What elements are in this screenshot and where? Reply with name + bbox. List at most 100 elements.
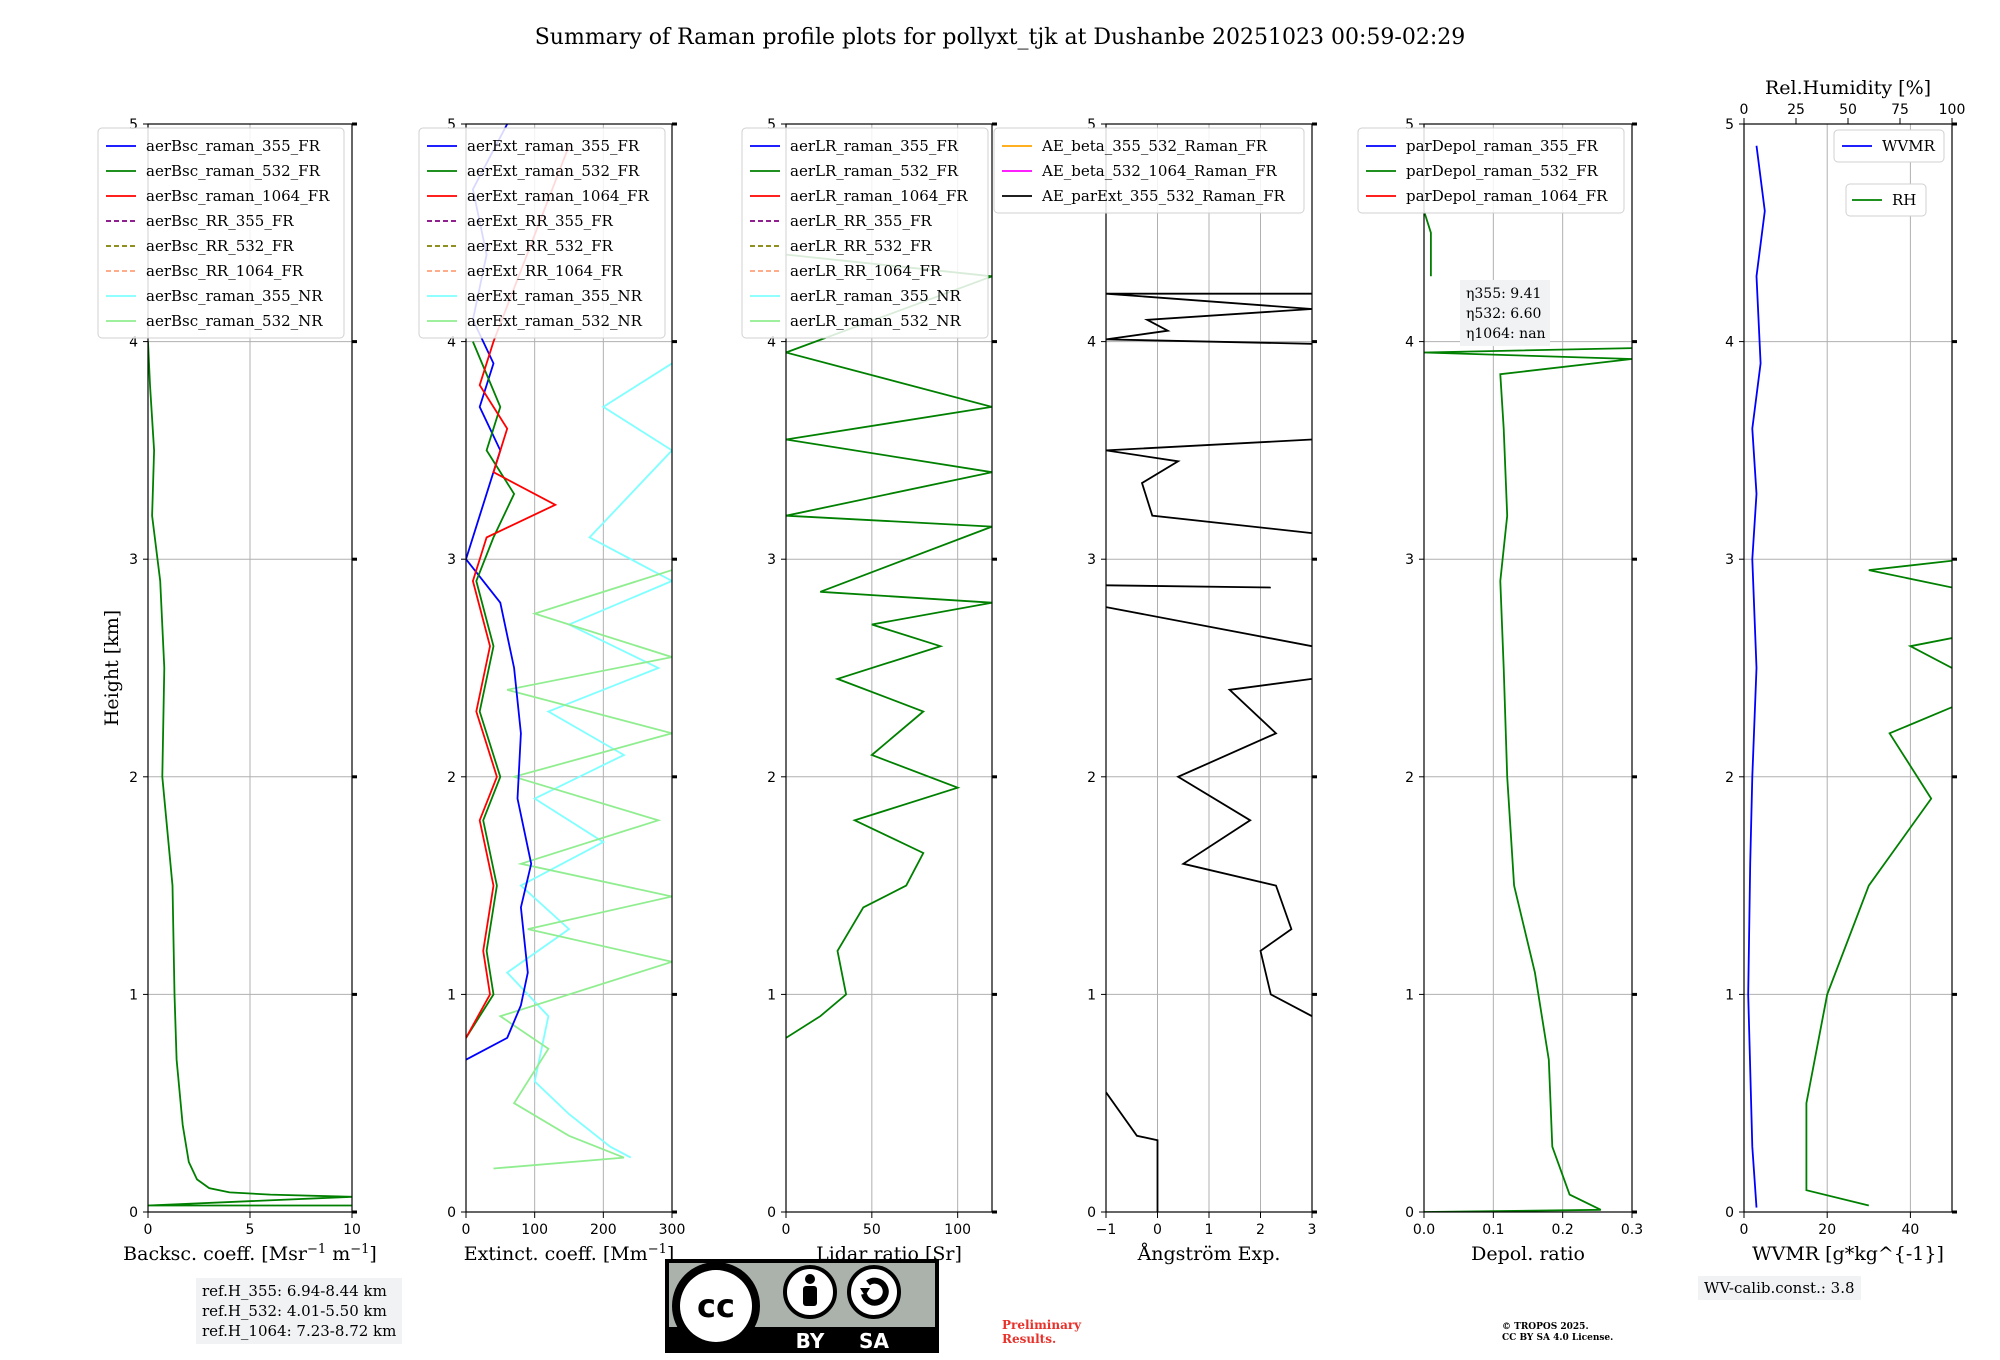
tick-label-y-bsc: 0 bbox=[129, 1205, 138, 1221]
x-axis-label-dep: Depol. ratio bbox=[1471, 1243, 1585, 1265]
series-line-ae-3 bbox=[1106, 584, 1271, 589]
tick-label-x-ae: 2 bbox=[1256, 1222, 1265, 1238]
legend-label-lr: aerLR_raman_355_NR bbox=[790, 287, 961, 305]
legend-label-lr: aerLR_RR_355_FR bbox=[790, 212, 932, 230]
tick-label-y-dep: 1 bbox=[1405, 987, 1414, 1003]
tick-label-y-bsc: 5 bbox=[129, 117, 138, 133]
panel-ext: 0 100 200 300 0 1 2 3 4 5 Extinct. coeff. [Mm−1​] a… bbox=[418, 117, 686, 1265]
ref-height-1064: ref.H_1064: 7.23-8.72 km bbox=[202, 1322, 397, 1340]
legend-label-dep: parDepol_raman_1064_FR bbox=[1406, 187, 1608, 205]
depol-annotation-line: η1064: nan bbox=[1466, 326, 1546, 342]
depol-annotation-line: η355: 9.41 bbox=[1466, 286, 1541, 302]
tick-label-y-ext: 5 bbox=[447, 117, 456, 133]
tick-label-y-bsc: 1 bbox=[129, 987, 138, 1003]
tick-label-y-ae: 3 bbox=[1087, 552, 1096, 568]
tick-label-y-ae: 1 bbox=[1087, 987, 1096, 1003]
tick-label-x-dep: 0.1 bbox=[1482, 1222, 1504, 1238]
legend-label-ext: aerExt_RR_1064_FR bbox=[467, 262, 623, 280]
series-line-dep-0 bbox=[1424, 347, 1632, 1212]
tick-label-x-dep: 0.3 bbox=[1621, 1222, 1643, 1238]
tick-label-x-lr: 100 bbox=[944, 1222, 971, 1238]
legend-label-bsc: aerBsc_raman_532_FR bbox=[146, 162, 321, 180]
legend-label-lr: aerLR_raman_355_FR bbox=[790, 137, 959, 155]
legend-label-ext: aerExt_raman_355_FR bbox=[467, 137, 640, 155]
top-tick-label-wv: 75 bbox=[1891, 102, 1909, 118]
legend-label-bsc: aerBsc_RR_532_FR bbox=[146, 237, 294, 255]
tick-label-x-bsc: 5 bbox=[246, 1222, 255, 1238]
x-axis-label-bsc: Backsc. coeff. [Msr−1​ m−1​] bbox=[123, 1242, 377, 1265]
axes-frame-dep bbox=[1423, 123, 1633, 1213]
tick-label-x-wv: 20 bbox=[1818, 1222, 1836, 1238]
tick-label-y-dep: 4 bbox=[1405, 335, 1414, 351]
tick-label-x-dep: 0.2 bbox=[1552, 1222, 1574, 1238]
wv-calibration-box: WV-calib.const.: 3.8 bbox=[1698, 1276, 1861, 1300]
legend-label-bsc: aerBsc_raman_355_FR bbox=[146, 137, 321, 155]
legend-box-dep bbox=[1357, 127, 1625, 214]
tick-label-y-wv: 0 bbox=[1725, 1205, 1734, 1221]
reference-height-box: ref.H_355: 6.94-8.44 km ref.H_532: 4.01-… bbox=[196, 1278, 403, 1344]
ref-height-532: ref.H_532: 4.01-5.50 km bbox=[202, 1302, 387, 1320]
legend-label-wvmr: WVMR bbox=[1882, 137, 1936, 155]
tick-label-y-ext: 3 bbox=[447, 552, 456, 568]
axes-frame-lr bbox=[785, 123, 993, 1213]
tick-label-y-lr: 2 bbox=[767, 770, 776, 786]
tick-label-x-lr: 0 bbox=[782, 1222, 791, 1238]
legend-box-bsc bbox=[97, 127, 345, 339]
legend-box-wvmr bbox=[1833, 129, 1945, 163]
tick-label-x-ext: 0 bbox=[462, 1222, 471, 1238]
sa-label: SA bbox=[859, 1329, 889, 1353]
legend-label-bsc: aerBsc_RR_1064_FR bbox=[146, 262, 304, 280]
ref-height-355: ref.H_355: 6.94-8.44 km bbox=[202, 1282, 387, 1300]
legend-label-ext: aerExt_raman_355_NR bbox=[467, 287, 643, 305]
tick-label-x-ext: 300 bbox=[659, 1222, 686, 1238]
legend-label-ext: aerExt_RR_532_FR bbox=[467, 237, 614, 255]
legend-label-dep: parDepol_raman_532_FR bbox=[1406, 162, 1599, 180]
legend-label-ext: aerExt_RR_355_FR bbox=[467, 212, 614, 230]
series-line-bsc-0 bbox=[148, 341, 352, 1207]
legend-label-lr: aerLR_raman_1064_FR bbox=[790, 187, 968, 205]
tick-label-y-wv: 2 bbox=[1725, 770, 1734, 786]
tick-label-y-dep: 0 bbox=[1405, 1205, 1414, 1221]
tick-label-y-wv: 3 bbox=[1725, 552, 1734, 568]
by-label: BY bbox=[796, 1329, 825, 1353]
legend-label-bsc: aerBsc_raman_355_NR bbox=[146, 287, 323, 305]
top-tick-label-wv: 100 bbox=[1939, 102, 1966, 118]
cc-circle-inner bbox=[680, 1270, 752, 1342]
legend-box-lr bbox=[741, 127, 989, 339]
series-line-dep-1 bbox=[1424, 210, 1432, 277]
legend-label-ext: aerExt_raman_532_FR bbox=[467, 162, 640, 180]
tick-label-y-bsc: 3 bbox=[129, 552, 138, 568]
tick-label-x-ae: 0 bbox=[1153, 1222, 1162, 1238]
series-line-wv-1 bbox=[1805, 318, 1952, 1207]
series-line-ae-5 bbox=[1106, 292, 1312, 345]
panel-dep: 0.0 0.1 0.2 0.3 0 1 2 3 4 5 Depol. ratio parDepol_r… bbox=[1357, 117, 1643, 1265]
legend-label-ae: AE_beta_355_532_Raman_FR bbox=[1041, 137, 1268, 155]
top-tick-label-wv: 50 bbox=[1839, 102, 1857, 118]
tick-label-y-lr: 3 bbox=[767, 552, 776, 568]
legend-label-bsc: aerBsc_RR_355_FR bbox=[146, 212, 294, 230]
cc-text: cc bbox=[697, 1287, 735, 1325]
legend-label-ae: AE_parExt_355_532_Raman_FR bbox=[1041, 187, 1286, 205]
legend-label-rh: RH bbox=[1892, 191, 1916, 209]
x-axis-label-ext: Extinct. coeff. [Mm−1​] bbox=[464, 1242, 675, 1265]
top-tick-label-wv: 0 bbox=[1740, 102, 1749, 118]
tick-label-y-wv: 1 bbox=[1725, 987, 1734, 1003]
panel-wv: 0 20 40 0 1 2 3 4 5 WVMR [g*kg^{-1}] WVMR RH 0 25 50 75… bbox=[1725, 77, 1966, 1265]
preliminary-line-1: Preliminary bbox=[1002, 1318, 1082, 1332]
tick-label-y-dep: 5 bbox=[1405, 117, 1414, 133]
legend-label-lr: aerLR_RR_1064_FR bbox=[790, 262, 942, 280]
legend-label-ext: aerExt_raman_1064_FR bbox=[467, 187, 649, 205]
legend-label-ext: aerExt_raman_532_NR bbox=[467, 312, 643, 330]
tick-label-x-wv: 40 bbox=[1901, 1222, 1919, 1238]
tick-label-x-bsc: 10 bbox=[343, 1222, 361, 1238]
legend-label-lr: aerLR_raman_532_NR bbox=[790, 312, 961, 330]
by-icon-head bbox=[805, 1274, 815, 1284]
tick-label-y-ae: 5 bbox=[1087, 117, 1096, 133]
series-line-wv-0 bbox=[1747, 145, 1766, 1208]
tick-label-y-bsc: 4 bbox=[129, 335, 138, 351]
legend-box-ext bbox=[418, 127, 666, 339]
copyright-note: © TROPOS 2025. CC BY SA 4.0 License. bbox=[1502, 1322, 1613, 1344]
tick-label-y-lr: 1 bbox=[767, 987, 776, 1003]
